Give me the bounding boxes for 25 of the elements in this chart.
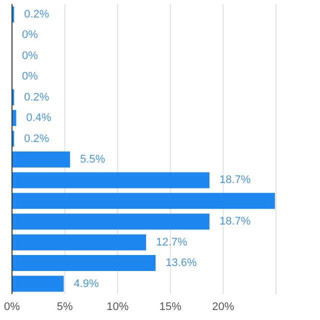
data-label: 4.9% [74,278,100,290]
data-label: 0.2% [24,132,50,145]
data-label: 0.2% [24,8,50,20]
data-label: 18.7% [219,174,251,186]
data-label: 0% [22,29,38,42]
data-label: 0% [22,50,38,62]
x-tick-label: 10% [106,300,129,313]
bar [12,234,146,250]
data-label: 12.7% [156,236,188,248]
data-label: 0% [22,70,38,83]
data-label: 0.2% [24,91,50,104]
x-tick-label: 5% [56,300,73,313]
data-label: 18.7% [219,216,251,228]
x-tick-label: 15% [159,300,182,313]
bar [12,214,210,230]
data-label: 0.4% [26,112,52,124]
bar [12,192,275,209]
bar [12,255,156,272]
data-label: 5.5% [80,153,106,166]
data-label: 13.6% [166,257,198,270]
bar [12,276,64,292]
x-tick-label: 20% [212,300,234,313]
x-tick-label: 0% [4,300,20,313]
bar [12,151,70,168]
bar [12,172,210,188]
